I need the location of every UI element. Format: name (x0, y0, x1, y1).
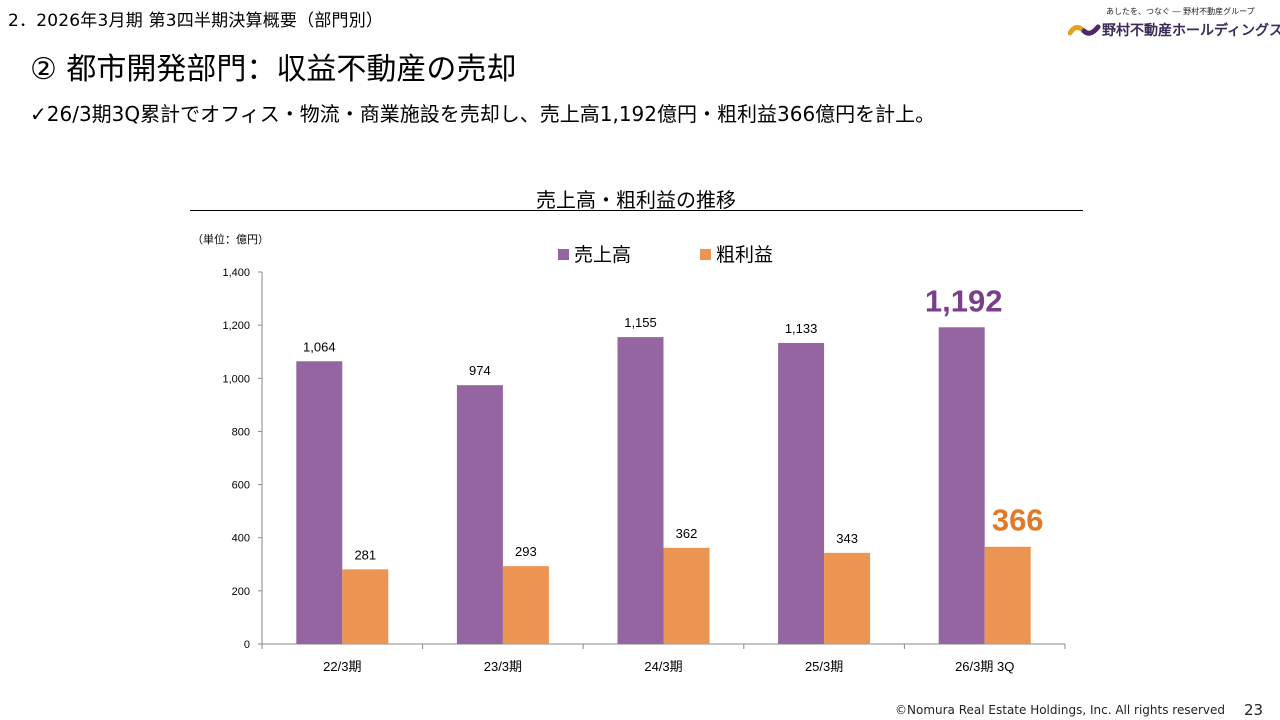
copyright: ©Nomura Real Estate Holdings, Inc. All r… (895, 703, 1225, 717)
summary-bullet: ✓26/3期3Q累計でオフィス・物流・商業施設を売却し、売上高1,192億円・粗… (30, 98, 935, 127)
logo-mark-icon (1068, 24, 1101, 36)
unit-label: （単位：億円） (192, 232, 269, 246)
sales-data-label: 1,133 (785, 321, 818, 336)
sales-data-label: 974 (469, 363, 491, 378)
section-title: 2．2026年3月期 第3四半期決算概要（部門別） (8, 11, 384, 31)
x-tick-label: 25/3期 (805, 659, 843, 674)
profit-bar (342, 569, 389, 644)
profit-data-label: 281 (354, 547, 376, 562)
legend-label-profit: 粗利益 (716, 244, 773, 266)
y-tick-label: 200 (232, 586, 250, 598)
sales-bar (938, 327, 985, 644)
logo-tagline: あしたを、つなぐ ― 野村不動産グループ (1106, 7, 1255, 16)
x-tick-label: 24/3期 (644, 659, 682, 674)
sales-bar (296, 361, 343, 644)
sales-bar (617, 337, 664, 644)
company-logo: あしたを、つなぐ ― 野村不動産グループ 野村不動産ホールディングス (1068, 6, 1280, 46)
legend-label-sales: 売上高 (574, 244, 631, 266)
sales-data-label: 1,064 (303, 339, 336, 354)
profit-bar (502, 566, 549, 644)
y-tick-label: 1,400 (222, 267, 250, 279)
logo-name: 野村不動産ホールディングス (1102, 23, 1280, 39)
profit-data-label: 362 (676, 526, 698, 541)
check-icon: ✓ (30, 102, 47, 126)
x-tick-label: 22/3期 (323, 659, 361, 674)
x-tick-label: 23/3期 (484, 659, 522, 674)
y-tick-label: 800 (232, 426, 250, 438)
y-tick-label: 1,200 (222, 320, 250, 332)
page-number: 23 (1244, 701, 1264, 719)
chart-title: 売上高・粗利益の推移 (536, 188, 736, 212)
y-tick-label: 0 (244, 639, 250, 651)
legend-swatch-sales (558, 249, 569, 260)
x-tick-label: 26/3期 3Q (955, 659, 1014, 674)
y-tick-label: 1,000 (222, 373, 250, 385)
y-tick-label: 400 (232, 533, 250, 545)
sales-bar (778, 342, 825, 644)
legend-swatch-profit (700, 249, 711, 260)
page-title: ② 都市開発部門：収益不動産の売却 (30, 52, 517, 87)
profit-data-label: 293 (515, 544, 537, 559)
profit-data-label: 343 (836, 531, 858, 546)
summary-text: 26/3期3Q累計でオフィス・物流・商業施設を売却し、売上高1,192億円・粗利… (46, 102, 936, 126)
y-tick-label: 600 (232, 480, 250, 492)
sales-data-label: 1,192 (925, 283, 1003, 318)
sales-data-label: 1,155 (624, 315, 657, 330)
profit-bar (984, 546, 1031, 644)
sales-bar (456, 385, 503, 644)
chart-title-rule (190, 210, 1083, 211)
profit-bar (824, 552, 871, 644)
profit-bar (663, 547, 710, 644)
profit-data-label: 366 (992, 503, 1044, 538)
